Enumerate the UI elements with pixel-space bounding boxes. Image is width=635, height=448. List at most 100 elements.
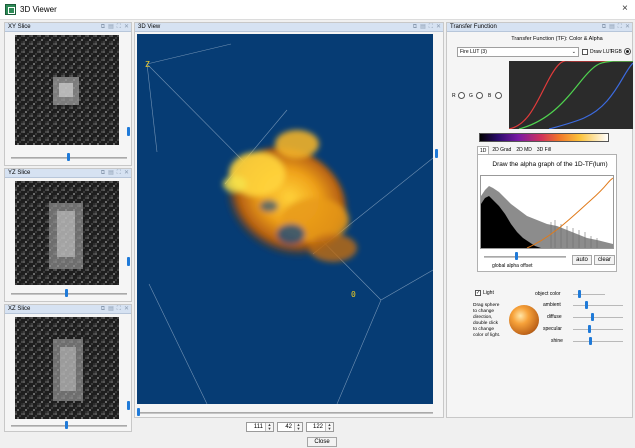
global-alpha-offset-slider[interactable] (484, 256, 566, 258)
spin-arrows-icon[interactable]: ▲ ▼ (294, 423, 302, 431)
xz-horizontal-slider[interactable] (11, 425, 127, 427)
global-alpha-offset-thumb[interactable] (515, 252, 518, 260)
alpha-histogram[interactable] (480, 175, 614, 249)
light-desc-line: direction, (473, 315, 493, 320)
window-titlebar: 3D Viewer × (0, 0, 635, 20)
yz-horizontal-slider[interactable] (11, 293, 127, 295)
light-description: Drag sphere to change direction, double … (473, 303, 500, 339)
copy-icon[interactable]: ▤ (108, 170, 114, 176)
volume-render (146, 43, 433, 404)
maximize-icon[interactable]: ⛶ (617, 24, 622, 30)
xy-slice-header: XY Slice ⧉ ▤ ⛶ ✕ (5, 23, 131, 32)
object-color-slider[interactable] (573, 294, 605, 295)
tf-title: Transfer Function (450, 24, 497, 30)
g-radio[interactable] (476, 92, 483, 99)
axis-z-label: Z (145, 60, 150, 69)
tab-1d[interactable]: 1D (477, 146, 490, 155)
spin-arrows-icon[interactable]: ▲ ▼ (325, 423, 333, 431)
lut-select-value: Fire LUT (3) (460, 49, 487, 55)
yz-slice-panel: YZ Slice ⧉ ▤ ⛶ ✕ (4, 168, 132, 302)
alpha-graph-title: Draw the alpha graph of the 1D-TF(lum) (492, 161, 608, 168)
coord-z-spinbox[interactable]: 122 ▲ ▼ (306, 422, 334, 432)
specular-slider[interactable] (573, 329, 623, 330)
auto-button[interactable]: auto (572, 255, 592, 265)
r-label: R (452, 93, 456, 99)
light-label: Light (483, 290, 494, 296)
view3d-canvas[interactable]: Z 0 (137, 34, 433, 404)
rgb-label: RGB (611, 49, 622, 55)
r-radio[interactable] (458, 92, 465, 99)
undock-icon[interactable]: ⧉ (100, 170, 106, 176)
xy-slice-panel: XY Slice ⧉ ▤ ⛶ ✕ (4, 22, 132, 166)
close-icon[interactable]: ✕ (624, 24, 630, 30)
close-icon[interactable]: ✕ (123, 306, 129, 312)
view3d-vertical-slider[interactable] (435, 149, 438, 158)
maximize-icon[interactable]: ⛶ (116, 24, 121, 30)
ambient-slider[interactable] (573, 305, 623, 306)
xy-vertical-slider[interactable] (127, 127, 130, 136)
light-desc-line: color of light. (473, 333, 501, 338)
tab-3d-fill[interactable]: 3D Fill (536, 147, 552, 153)
spin-arrows-icon[interactable]: ▲ ▼ (265, 423, 273, 431)
maximize-icon[interactable]: ⛶ (116, 170, 121, 176)
copy-icon[interactable]: ▤ (609, 24, 615, 30)
undock-icon[interactable]: ⧉ (412, 24, 418, 30)
coord-x-spinbox[interactable]: 111 ▲ ▼ (246, 422, 274, 432)
b-radio[interactable] (495, 92, 502, 99)
view3d-vslider-thumb[interactable] (435, 149, 438, 158)
view3d-header: 3D View ⧉ ▤ ⛶ ✕ (135, 23, 443, 32)
xz-vslider-thumb[interactable] (127, 401, 130, 410)
close-icon[interactable]: ✕ (123, 170, 129, 176)
ambient-thumb[interactable] (585, 301, 588, 309)
lut-curve-graph[interactable] (508, 60, 634, 130)
undock-icon[interactable]: ⧉ (100, 306, 106, 312)
xz-hslider-thumb[interactable] (65, 421, 68, 429)
maximize-icon[interactable]: ⛶ (428, 24, 433, 30)
window-close-icon[interactable]: × (622, 3, 628, 14)
light-checkbox[interactable]: ✓ (475, 290, 481, 296)
yz-hslider-thumb[interactable] (65, 289, 68, 297)
xz-vertical-slider[interactable] (127, 401, 130, 410)
light-sphere[interactable] (509, 305, 539, 335)
view3d-horizontal-slider[interactable] (137, 412, 433, 414)
shine-thumb[interactable] (589, 337, 592, 345)
yz-slice-image[interactable] (15, 181, 119, 285)
coord-y-spinbox[interactable]: 42 ▲ ▼ (277, 422, 303, 432)
shine-slider[interactable] (573, 341, 623, 342)
lut-select[interactable]: Fire LUT (3) ⌄ (457, 47, 579, 57)
ambient-label: ambient (543, 302, 561, 308)
yz-vslider-thumb[interactable] (127, 257, 130, 266)
xz-slice-image[interactable] (15, 317, 119, 419)
object-color-thumb[interactable] (578, 290, 581, 298)
copy-icon[interactable]: ▤ (108, 306, 114, 312)
view3d-hslider-thumb[interactable] (137, 408, 140, 416)
copy-icon[interactable]: ▤ (108, 24, 114, 30)
tab-2d-md[interactable]: 2D MD (516, 147, 532, 153)
rgb-radio[interactable] (624, 48, 631, 55)
xz-slice-panel: XZ Slice ⧉ ▤ ⛶ ✕ (4, 304, 132, 432)
g-label: G (469, 93, 473, 99)
coord-y-value: 42 (285, 424, 292, 430)
close-button[interactable]: Close (307, 437, 337, 447)
maximize-icon[interactable]: ⛶ (116, 306, 121, 312)
yz-vertical-slider[interactable] (127, 257, 130, 266)
undock-icon[interactable]: ⧉ (100, 24, 106, 30)
tab-2d-grad[interactable]: 2D Grad (492, 147, 512, 153)
xy-slice-image[interactable] (15, 35, 119, 145)
draw-lut-label: Draw LUT (590, 49, 613, 55)
close-icon[interactable]: ✕ (435, 24, 441, 30)
clear-button[interactable]: clear (594, 255, 615, 265)
tf-header: Transfer Function ⧉ ▤ ⛶ ✕ (447, 23, 632, 32)
close-icon[interactable]: ✕ (123, 24, 129, 30)
xy-vslider-thumb[interactable] (127, 127, 130, 136)
copy-icon[interactable]: ▤ (420, 24, 426, 30)
xz-slice-header: XZ Slice ⧉ ▤ ⛶ ✕ (5, 305, 131, 314)
diffuse-label: diffuse (547, 314, 562, 320)
xy-hslider-thumb[interactable] (67, 153, 70, 161)
specular-thumb[interactable] (588, 325, 591, 333)
draw-lut-checkbox[interactable] (582, 49, 588, 55)
diffuse-thumb[interactable] (591, 313, 594, 321)
undock-icon[interactable]: ⧉ (601, 24, 607, 30)
diffuse-slider[interactable] (573, 317, 623, 318)
yz-slice-canvas (15, 181, 119, 285)
